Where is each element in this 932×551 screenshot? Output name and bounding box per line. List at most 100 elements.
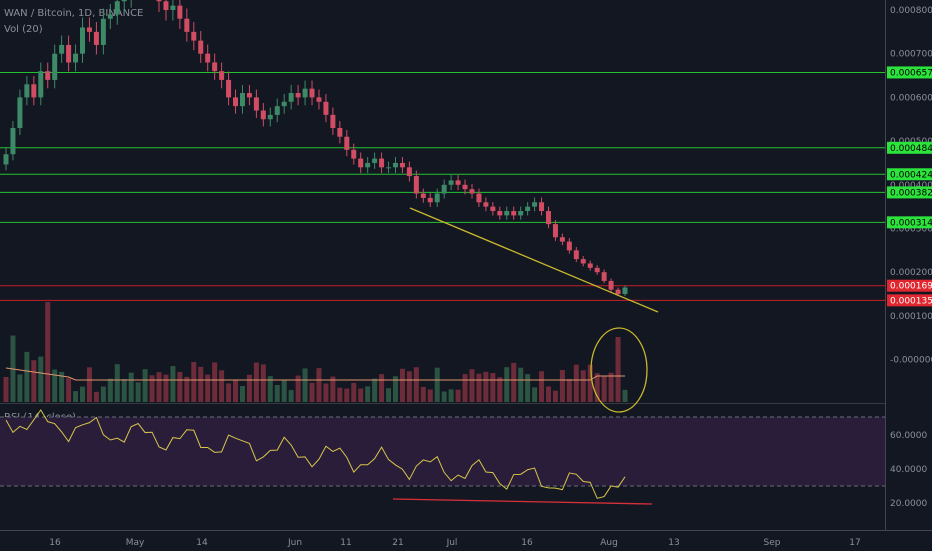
candle-body xyxy=(434,193,440,203)
annotations xyxy=(392,207,659,505)
time-tick-label: 16 xyxy=(49,538,61,548)
candle-body xyxy=(253,97,259,111)
price-tag-bg xyxy=(887,186,932,199)
price-tag-bg xyxy=(887,168,932,181)
symbol-legend[interactable]: WAN / Bitcoin, 1D, BINANCE xyxy=(4,8,147,19)
volume-bar xyxy=(267,376,273,402)
price-tag-bg xyxy=(887,66,932,79)
rsi-tick-label: 40.0000 xyxy=(890,465,927,475)
volume-bar xyxy=(545,386,551,402)
candle-body xyxy=(365,162,371,168)
volume-bar xyxy=(392,376,398,402)
volume-bar xyxy=(525,374,531,402)
price-axis[interactable] xyxy=(885,0,932,530)
volume-bar xyxy=(114,364,120,402)
volume-bar xyxy=(476,373,482,402)
volume-bar xyxy=(219,370,225,402)
price-tick-label: -0.0000000 xyxy=(890,356,932,366)
rsi-range-fill xyxy=(0,417,885,486)
candle-body xyxy=(455,180,461,185)
volume-bar xyxy=(17,374,23,402)
volume-bar xyxy=(455,389,461,402)
candle-body xyxy=(309,88,315,98)
volume-title: Vol (20) xyxy=(4,24,43,35)
candle-body xyxy=(344,136,350,150)
volume-bar xyxy=(45,302,51,402)
candle-body xyxy=(441,184,447,194)
price-tag-bg xyxy=(887,216,932,229)
volume-bar xyxy=(260,364,266,402)
volume-bar xyxy=(80,386,86,402)
candle-body xyxy=(552,224,558,238)
candle-body xyxy=(93,31,99,45)
candle-body xyxy=(239,93,245,107)
volume-bar xyxy=(107,378,113,402)
volume-bar xyxy=(518,367,524,402)
volume-bar xyxy=(212,362,218,402)
candle-body xyxy=(608,280,614,290)
candle-body xyxy=(504,211,510,216)
candle-body xyxy=(420,193,426,198)
volume-bar xyxy=(59,371,65,402)
volume-bar xyxy=(504,367,510,402)
volume-bar xyxy=(448,389,454,402)
volume-ma-line xyxy=(5,367,625,381)
time-ticks: 16 May 14 Jun 11 21 Jul 16 Aug 13 Sep 17 xyxy=(49,538,860,548)
volume-bar xyxy=(615,337,621,402)
volume-bar xyxy=(3,377,9,402)
volume-bar xyxy=(552,390,558,402)
candle-body xyxy=(59,44,65,54)
volume-bar xyxy=(483,371,489,402)
candle-body xyxy=(622,287,628,295)
volume-bar xyxy=(594,373,600,402)
volume-bar xyxy=(427,389,433,402)
price-tag: 0.0004847 xyxy=(887,141,932,154)
candle-body xyxy=(100,18,106,45)
rsi-series-line xyxy=(5,409,626,499)
volume-bar xyxy=(142,369,148,402)
candle-body xyxy=(219,71,225,80)
volume-bar xyxy=(344,388,350,402)
candle-body xyxy=(38,71,44,98)
price-tag: 0.0004241 xyxy=(887,168,932,181)
candle-body xyxy=(587,263,593,268)
time-tick-label: May xyxy=(126,538,145,548)
candle-body xyxy=(302,88,308,98)
volume-bars xyxy=(3,302,628,402)
candle-body xyxy=(31,84,37,98)
candle-body xyxy=(288,93,294,102)
time-axis[interactable] xyxy=(0,530,932,551)
volume-bar xyxy=(469,369,475,402)
price-tag-label: 0.0003141 xyxy=(890,218,932,228)
candle-body xyxy=(184,18,190,32)
volume-bar xyxy=(86,367,92,402)
pane-separator[interactable] xyxy=(0,403,885,404)
volume-bar xyxy=(539,371,545,402)
price-tick-label: 0.0001000 xyxy=(890,312,932,322)
price-tag: 0.0006571 xyxy=(887,66,932,79)
time-tick-label: 13 xyxy=(668,538,679,548)
candle-body xyxy=(274,106,280,115)
candle-body xyxy=(323,101,329,115)
price-tag: 0.0001356 xyxy=(887,294,932,307)
volume-legend[interactable]: Vol (20) xyxy=(4,24,47,35)
time-tick-label: Jul xyxy=(446,538,458,548)
candle-body xyxy=(469,189,475,194)
candle-body xyxy=(267,114,273,120)
volume-bar xyxy=(191,362,197,402)
candle-body xyxy=(518,211,524,216)
candle-body xyxy=(281,101,287,107)
volume-bar xyxy=(413,367,419,402)
time-tick-label: 14 xyxy=(196,538,208,548)
candle-body xyxy=(233,97,239,107)
volume-bar xyxy=(128,372,134,402)
candle-body xyxy=(295,93,301,98)
candle-body xyxy=(476,193,482,203)
volume-bar xyxy=(170,366,176,402)
volume-bar xyxy=(121,378,127,402)
volume-bar xyxy=(31,360,37,402)
candles xyxy=(3,0,628,297)
